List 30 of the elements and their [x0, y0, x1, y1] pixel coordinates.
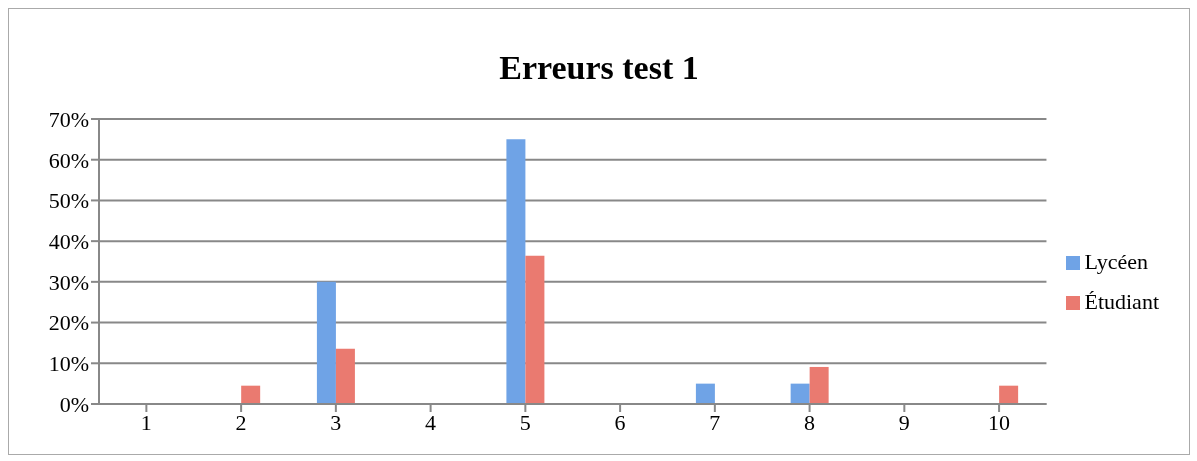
- x-tick-label: 3: [330, 409, 342, 435]
- bar: [790, 383, 810, 404]
- bar: [335, 348, 355, 404]
- y-tick-label: 20%: [48, 310, 89, 336]
- bar: [241, 385, 261, 404]
- x-tick-label: 5: [519, 409, 531, 435]
- x-tick-label: 9: [898, 409, 910, 435]
- bar: [999, 385, 1019, 404]
- x-tick-label: 10: [988, 409, 1011, 435]
- bar: [809, 366, 829, 404]
- y-tick-label: 10%: [48, 351, 89, 377]
- y-tick-label: 60%: [48, 147, 89, 173]
- y-tick-label: 70%: [48, 106, 89, 132]
- chart-title: Erreurs test 1: [499, 49, 699, 86]
- y-tick-label: 30%: [48, 269, 89, 295]
- bar: [695, 383, 715, 404]
- x-tick-label: 7: [709, 409, 721, 435]
- x-tick-label: 1: [140, 409, 152, 435]
- y-tick-label: 40%: [48, 228, 89, 254]
- x-tick-label: 6: [614, 409, 626, 435]
- y-tick-label: 0%: [59, 391, 89, 417]
- legend-label: Lycéen: [1084, 248, 1148, 274]
- legend-label: Étudiant: [1084, 288, 1159, 314]
- x-tick-label: 2: [235, 409, 247, 435]
- x-tick-label: 8: [804, 409, 816, 435]
- y-tick-label: 50%: [48, 188, 89, 214]
- x-tick-label: 4: [425, 409, 437, 435]
- bar: [525, 255, 545, 404]
- bar: [316, 281, 336, 404]
- bar: [506, 139, 526, 404]
